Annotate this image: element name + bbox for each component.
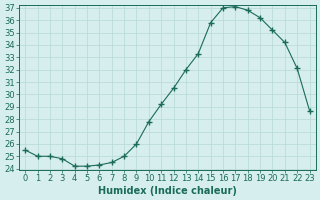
X-axis label: Humidex (Indice chaleur): Humidex (Indice chaleur) bbox=[98, 186, 237, 196]
